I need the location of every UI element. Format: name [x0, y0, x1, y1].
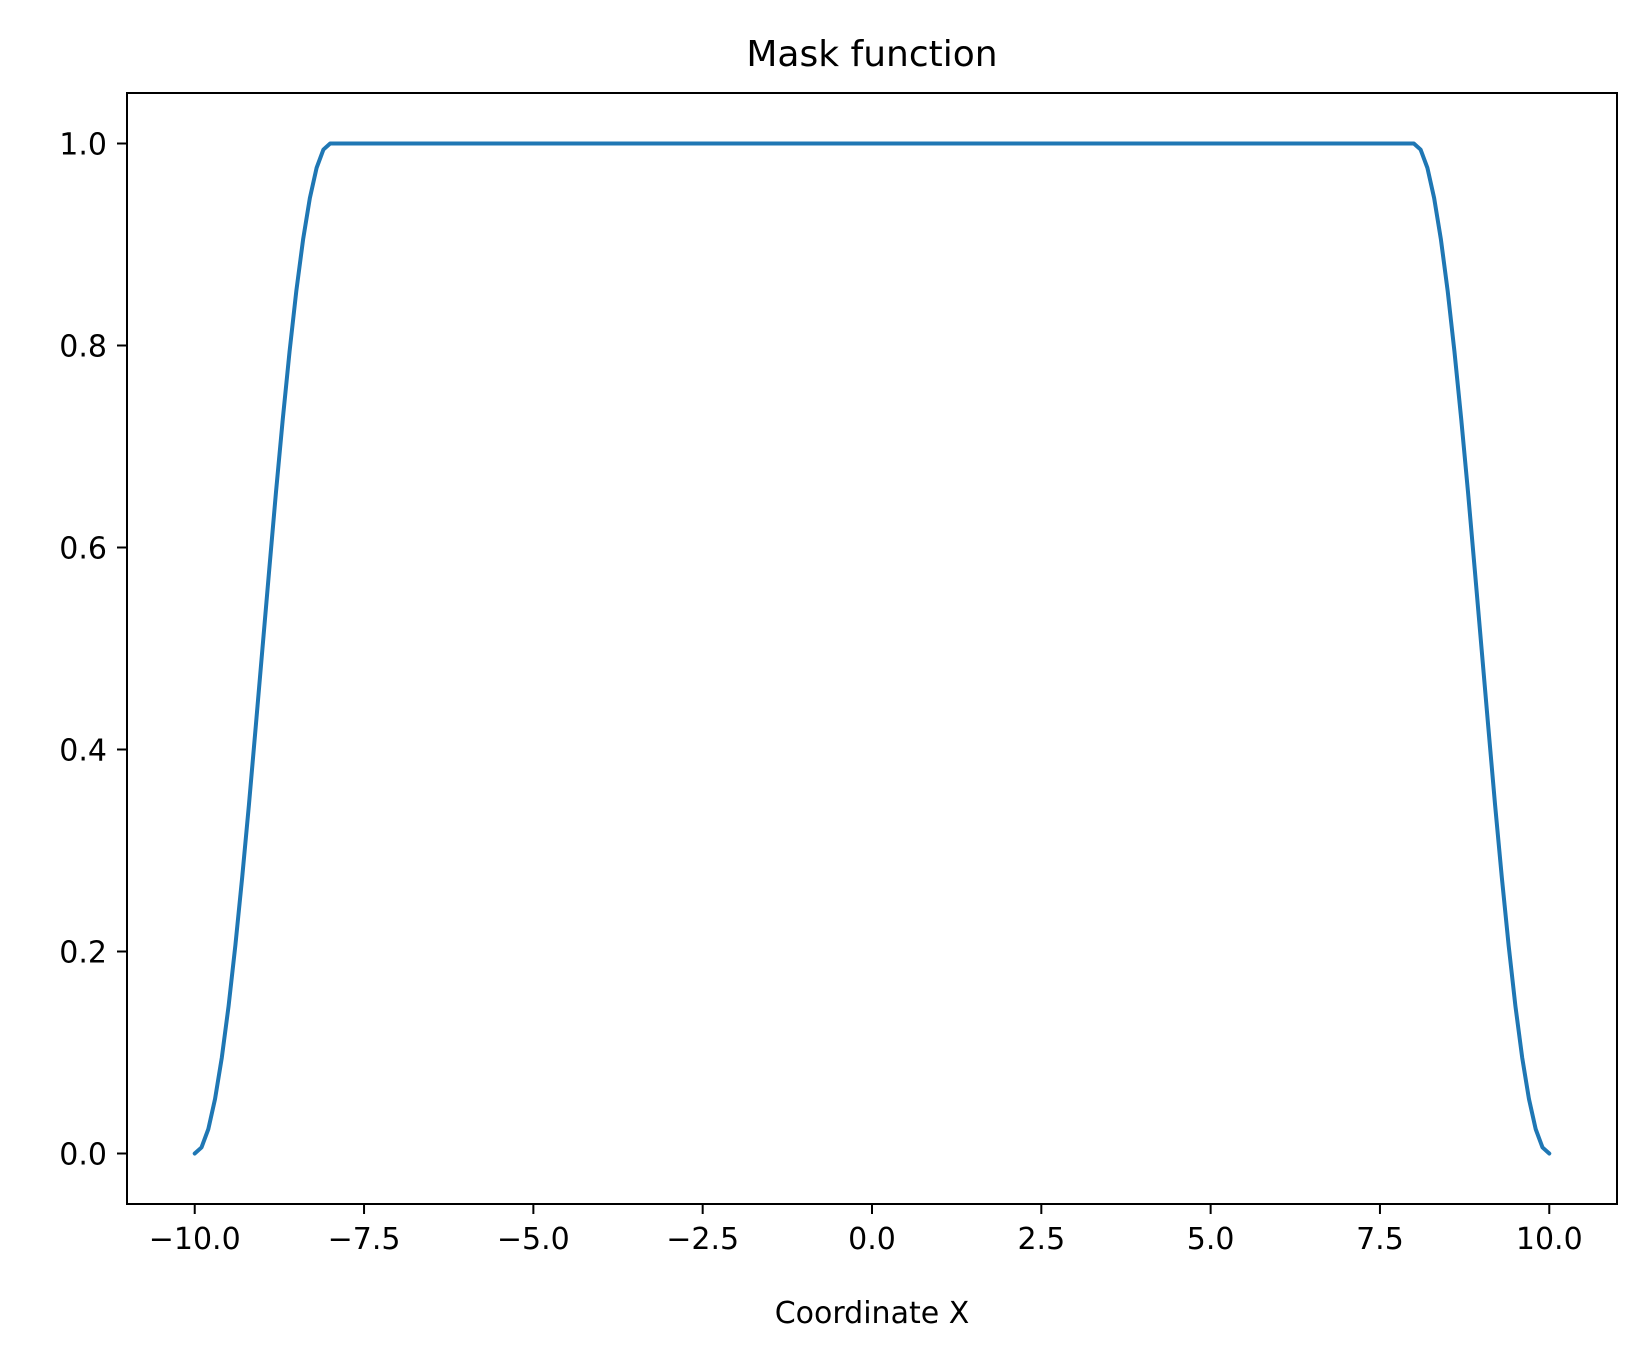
x-tick-label: −2.5: [666, 1222, 739, 1257]
y-axis: 0.0 0.2 0.4 0.6 0.8 1.0: [59, 128, 127, 1173]
chart-title: Mask function: [746, 34, 997, 75]
x-tick-label: 2.5: [1017, 1222, 1065, 1257]
x-axis-label: Coordinate X: [775, 1296, 970, 1331]
x-tick-label: −7.5: [328, 1222, 401, 1257]
x-tick-label: 0.0: [848, 1222, 896, 1257]
x-tick-label: −10.0: [149, 1222, 241, 1257]
y-tick-label: 1.0: [59, 128, 107, 163]
y-tick-label: 0.4: [59, 734, 107, 769]
x-tick-label: −5.0: [497, 1222, 570, 1257]
y-tick-label: 0.0: [59, 1138, 107, 1173]
series-line: [192, 141, 1552, 1156]
y-tick-label: 0.2: [59, 936, 107, 971]
x-tick-label: 5.0: [1187, 1222, 1235, 1257]
y-tick-label: 0.8: [59, 330, 107, 365]
x-axis: −10.0 −7.5 −5.0 −2.5 0.0 2.5 5.0 7.5 10.0: [149, 1204, 1583, 1257]
plot-area: [192, 141, 1552, 1156]
x-tick-label: 10.0: [1516, 1222, 1583, 1257]
axes-frame: [126, 92, 1618, 1205]
y-tick-label: 0.6: [59, 532, 107, 567]
x-tick-label: 7.5: [1356, 1222, 1404, 1257]
